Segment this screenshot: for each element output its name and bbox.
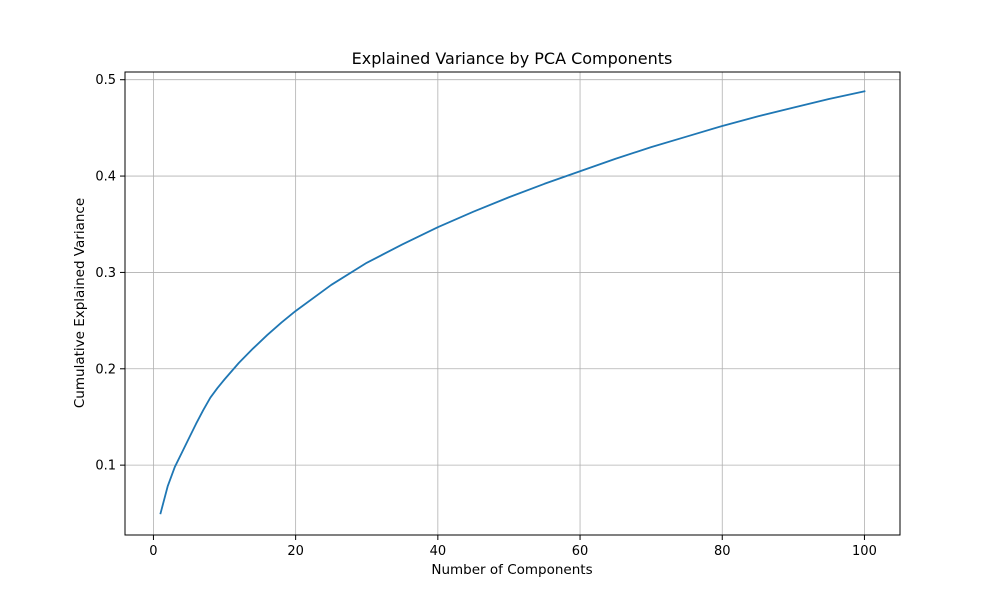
chart-title: Explained Variance by PCA Components (352, 49, 673, 68)
x-tick-label: 0 (149, 544, 157, 559)
y-tick-label: 0.4 (95, 170, 116, 185)
series-layer (159, 90, 866, 515)
x-tick-label: 100 (852, 544, 877, 559)
y-axis-ticks: 0.1 0.2 0.3 0.4 0.5 (95, 73, 125, 474)
y-tick-label: 0.3 (95, 266, 116, 281)
y-tick-label: 0.1 (95, 459, 116, 474)
x-tick-label: 40 (430, 544, 447, 559)
x-tick-label: 60 (572, 544, 589, 559)
grid (125, 72, 900, 535)
y-tick-label: 0.5 (95, 73, 116, 88)
x-tick-label: 80 (714, 544, 731, 559)
series-line (159, 90, 866, 515)
x-tick-label: 20 (287, 544, 304, 559)
x-axis-label: Number of Components (431, 562, 592, 578)
y-tick-label: 0.2 (95, 362, 116, 377)
y-axis-label: Cumulative Explained Variance (72, 198, 88, 408)
axes-frame (124, 71, 901, 536)
x-axis-ticks: 0 20 40 60 80 100 (149, 535, 877, 559)
